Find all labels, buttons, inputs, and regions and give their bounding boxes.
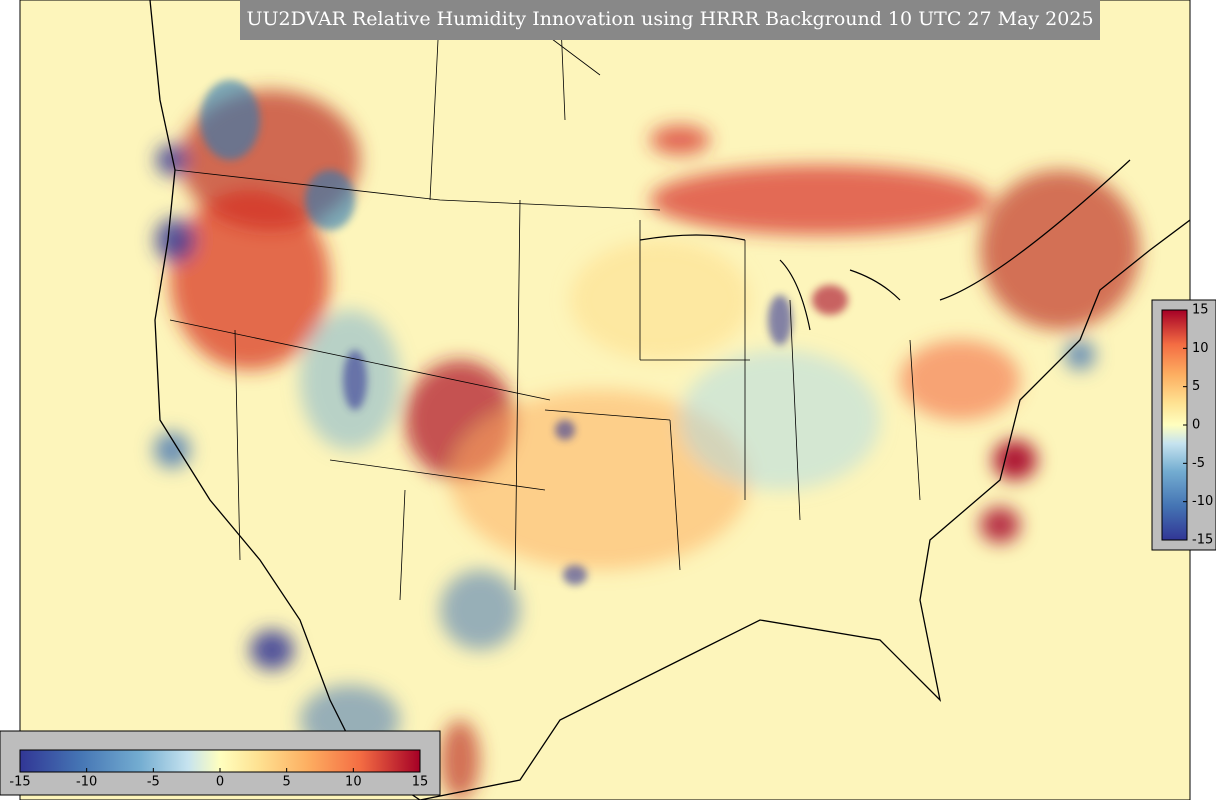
borders <box>169 0 921 601</box>
title-box <box>240 0 1100 40</box>
colorbar-tick-label: -15 <box>9 775 30 790</box>
lakes <box>639 159 1131 331</box>
colorbar-tick-label: -5 <box>1192 456 1205 471</box>
field-detail <box>200 80 848 585</box>
colorbar-tick-label: 10 <box>345 775 362 790</box>
colorbar-tick-label: 10 <box>1192 341 1209 356</box>
colorbar-tick-label: 15 <box>412 775 429 790</box>
colorbar-tick-label: 0 <box>1192 418 1200 433</box>
colorbar-tick-label: -10 <box>76 775 97 790</box>
colorbar <box>1161 309 1188 541</box>
colorbar-tick-label: -5 <box>147 775 160 790</box>
colorbar-tick-label: 15 <box>1192 303 1209 318</box>
coastline <box>149 0 1190 800</box>
map <box>20 0 1190 800</box>
colorbar-tick-label: 5 <box>283 775 291 790</box>
colorbar-tick-label: -15 <box>1192 533 1213 548</box>
colorbar-tick-label: -10 <box>1192 494 1213 509</box>
colorbar-tick-label: 0 <box>216 775 224 790</box>
title: UU2DVAR Relative Humidity Innovation usi… <box>246 8 1093 30</box>
colorbar-tick-label: 5 <box>1192 379 1200 394</box>
